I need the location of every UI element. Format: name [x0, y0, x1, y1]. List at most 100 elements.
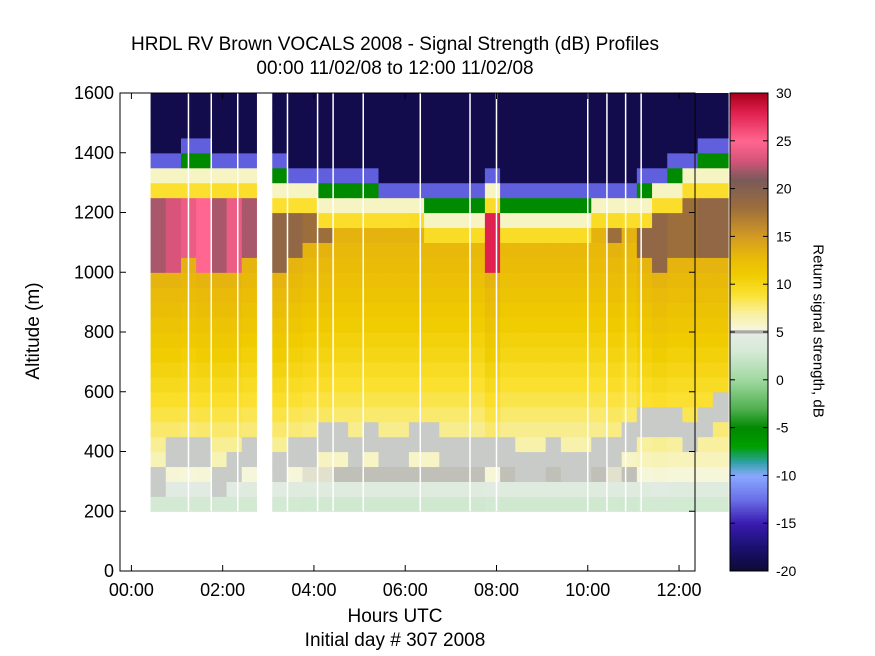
heatmap-cell	[317, 302, 334, 318]
colorbar-segment	[730, 131, 768, 135]
heatmap-cell	[576, 167, 592, 184]
heatmap-cell	[560, 361, 577, 378]
heatmap-cell	[515, 391, 532, 408]
heatmap-cell	[393, 317, 410, 333]
colorbar-segment	[730, 446, 768, 450]
heatmap-cell	[591, 391, 608, 408]
colorbar-segment	[730, 339, 768, 343]
heatmap-cell	[165, 257, 182, 273]
heatmap-cell	[378, 436, 395, 453]
colorbar-segment	[730, 162, 768, 166]
heatmap-cell	[530, 496, 547, 512]
heatmap-cell	[393, 93, 410, 109]
heatmap-cell	[150, 167, 167, 184]
heatmap-cell	[272, 107, 288, 124]
heatmap-cell	[576, 406, 592, 423]
heatmap-cell	[408, 137, 425, 154]
colorbar-segment	[730, 308, 768, 311]
heatmap-cell	[576, 391, 592, 408]
heatmap-cell	[606, 182, 623, 199]
heatmap-cell	[469, 421, 486, 438]
heatmap-cell	[621, 122, 638, 139]
heatmap-cell	[500, 361, 516, 378]
heatmap-cell	[196, 481, 212, 497]
heatmap-cell	[621, 137, 638, 154]
heatmap-cell	[302, 122, 319, 139]
heatmap-cell	[196, 451, 212, 468]
heatmap-cell	[712, 421, 729, 438]
colorbar-segment	[730, 202, 768, 206]
heatmap-cell	[576, 302, 592, 318]
heatmap-cell	[241, 421, 258, 438]
heatmap-cell	[241, 272, 258, 288]
heatmap-cell	[196, 167, 212, 184]
heatmap-cell	[712, 391, 729, 408]
colorbar-segment	[730, 119, 768, 123]
heatmap-cell	[317, 257, 334, 273]
heatmap-cell	[408, 257, 425, 273]
colorbar-segment	[730, 133, 768, 137]
heatmap-cell	[378, 93, 395, 109]
heatmap-cell	[621, 197, 638, 214]
heatmap-cell	[515, 197, 532, 214]
heatmap-cell	[241, 466, 258, 482]
y-tick-label: 1000	[74, 262, 114, 282]
heatmap-cell	[606, 272, 623, 288]
heatmap-cell	[393, 272, 410, 288]
heatmap-cell	[332, 361, 349, 378]
heatmap-cell	[439, 436, 456, 453]
heatmap-cell	[424, 376, 440, 393]
colorbar-segment	[730, 406, 768, 409]
colorbar-segment	[730, 415, 768, 419]
y-tick-label: 0	[104, 561, 114, 581]
heatmap-cell	[408, 346, 425, 363]
colorbar-segment	[730, 422, 768, 426]
heatmap-cell	[302, 451, 319, 468]
heatmap-cell	[226, 346, 243, 363]
heatmap-cell	[667, 332, 684, 348]
heatmap-cell	[424, 302, 440, 318]
heatmap-cell	[287, 406, 304, 423]
heatmap-cell	[530, 122, 547, 139]
colorbar-segment	[730, 367, 768, 371]
colorbar-segment	[730, 535, 768, 539]
heatmap-cell	[545, 302, 562, 318]
heatmap-cell	[363, 317, 380, 333]
heatmap-cell	[469, 122, 486, 139]
heatmap-cell	[469, 451, 486, 468]
heatmap-cell	[272, 451, 288, 468]
heatmap-cell	[712, 107, 729, 124]
heatmap-cell	[332, 406, 349, 423]
heatmap-cell	[591, 257, 608, 273]
colorbar-segment	[730, 245, 768, 249]
heatmap-cell	[378, 137, 395, 154]
heatmap-cell	[287, 421, 304, 438]
heatmap-cell	[606, 332, 623, 348]
heatmap-cell	[500, 182, 516, 199]
colorbar-segment	[730, 174, 768, 178]
heatmap-cell	[560, 93, 577, 109]
heatmap-cell	[591, 272, 608, 288]
heatmap-cell	[348, 406, 364, 423]
heatmap-cell	[424, 391, 440, 408]
heatmap-cell	[226, 466, 243, 482]
heatmap-cell	[408, 317, 425, 333]
colorbar-tick-label: 15	[776, 228, 792, 244]
heatmap-cell	[196, 257, 212, 273]
heatmap-cell	[439, 496, 456, 512]
colorbar-segment	[730, 377, 768, 381]
heatmap-cell	[363, 272, 380, 288]
colorbar-segment	[730, 238, 768, 242]
heatmap-cell	[287, 481, 304, 497]
heatmap-cell	[378, 451, 395, 468]
heatmap-cell	[348, 317, 364, 333]
heatmap-cell	[667, 197, 684, 214]
colorbar-segment	[730, 542, 768, 546]
heatmap-cell	[439, 391, 456, 408]
heatmap-cell	[408, 451, 425, 468]
heatmap-cell	[545, 242, 562, 258]
heatmap-cell	[317, 436, 334, 453]
heatmap-cell	[211, 227, 228, 243]
heatmap-cell	[150, 272, 167, 288]
heatmap-cell	[606, 227, 623, 243]
